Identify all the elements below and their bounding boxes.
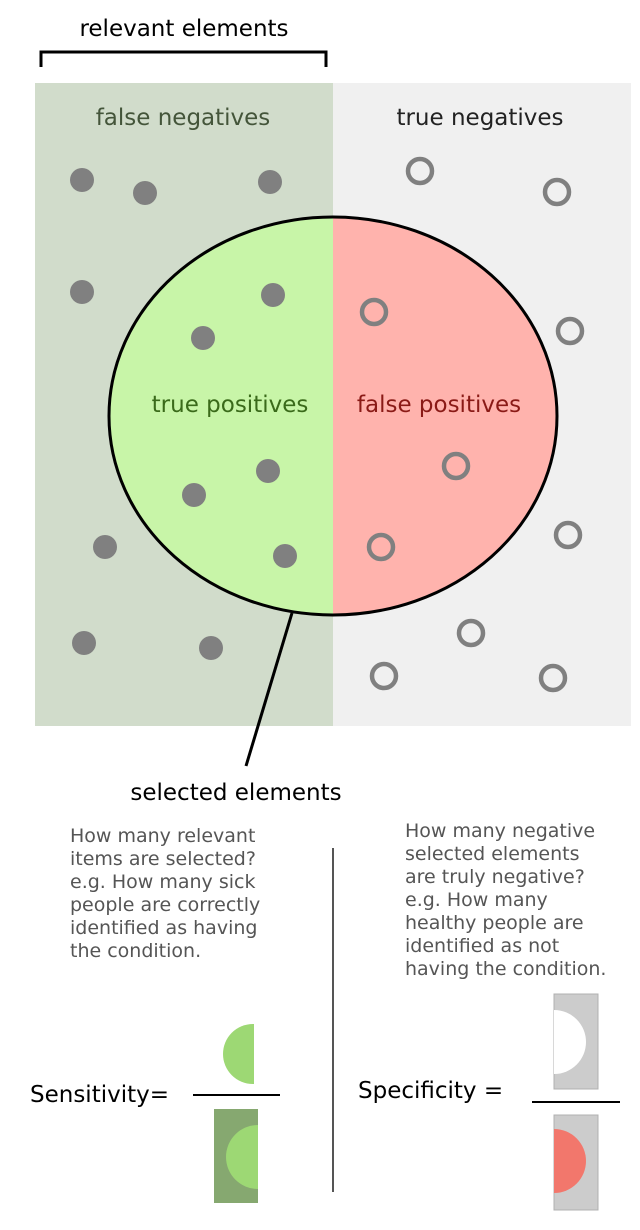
sensitivity-line: people are correctly	[70, 894, 260, 916]
relevant-elements-bracket	[39, 50, 328, 67]
relevant-dot	[199, 636, 223, 660]
specificity-denominator-half-dot	[554, 1129, 586, 1193]
negative-dot	[538, 663, 568, 693]
specificity-label: Specificity =	[358, 1078, 503, 1104]
specificity-denominator	[553, 1114, 599, 1211]
relevant-dot	[93, 535, 117, 559]
negative-dot	[369, 661, 399, 691]
true-positives-label: true positives	[152, 392, 309, 418]
relevant-dots	[70, 168, 297, 660]
relevant-elements-label: relevant elements	[79, 16, 288, 42]
relevant-dot	[70, 280, 94, 304]
sensitivity-description: How many relevant items are selected? e.…	[70, 825, 266, 962]
negative-dot	[555, 316, 585, 346]
specificity-line: identified as not	[405, 935, 559, 957]
negative-dot	[366, 532, 396, 562]
sensitivity-line: items are selected?	[70, 848, 256, 870]
relevant-dot	[72, 631, 96, 655]
relevant-dot	[273, 544, 297, 568]
true-negatives-label: true negatives	[396, 105, 563, 131]
relevant-dot	[256, 459, 280, 483]
sensitivity-line: the condition.	[70, 940, 201, 962]
specificity-numerator	[553, 993, 599, 1090]
negative-dot	[553, 520, 583, 550]
negative-dot	[456, 618, 486, 648]
specificity-description: How many negative selected elements are …	[405, 820, 606, 980]
specificity-line: having the condition.	[405, 958, 606, 980]
specificity-line: selected elements	[405, 843, 580, 865]
negative-dot	[405, 156, 435, 186]
negative-dot	[441, 451, 471, 481]
specificity-line: e.g. How many	[405, 889, 548, 911]
sensitivity-line: How many relevant	[70, 825, 255, 847]
false-positives-label: false positives	[357, 392, 521, 418]
sensitivity-label: Sensitivity=	[30, 1082, 169, 1108]
specificity-line: How many negative	[405, 820, 595, 842]
specificity-numerator-half-dot	[554, 1010, 586, 1074]
negative-dots	[359, 156, 585, 693]
sensitivity-line: identified as having	[70, 917, 257, 939]
relevant-dot	[191, 326, 215, 350]
negative-dot	[542, 177, 572, 207]
specificity-line: are truly negative?	[405, 866, 585, 888]
relevant-dot	[133, 181, 157, 205]
relevant-dot	[261, 283, 285, 307]
sensitivity-numerator-half-dot	[223, 1024, 254, 1084]
false-negatives-label: false negatives	[96, 105, 271, 131]
specificity-line: healthy people are	[405, 912, 584, 934]
sensitivity-numerator	[223, 1024, 254, 1084]
selected-elements-label: selected elements	[130, 780, 341, 806]
negative-dot	[359, 297, 389, 327]
selected-elements-pointer	[244, 612, 294, 767]
sensitivity-line: e.g. How many sick	[70, 871, 255, 893]
relevant-dot	[182, 483, 206, 507]
selected-ellipse-outline	[107, 215, 559, 617]
sensitivity-denominator-half-dot	[226, 1125, 258, 1189]
relevant-dot	[70, 168, 94, 192]
relevant-dot	[258, 170, 282, 194]
sensitivity-denominator	[214, 1109, 258, 1203]
